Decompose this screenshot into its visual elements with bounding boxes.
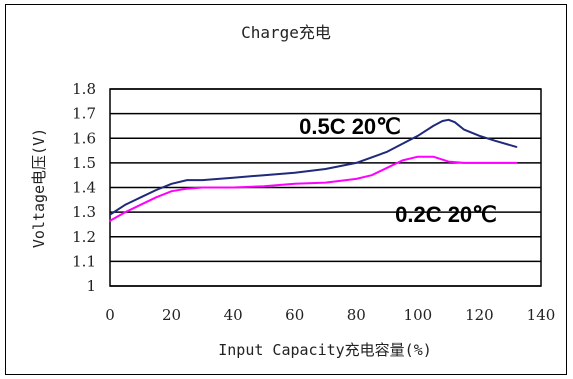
x-tick-label: 140 [527,306,556,324]
y-tick-label: 1.2 [72,228,96,246]
annotation-0-2c: 0.2C 20℃ [395,202,497,227]
x-tick-label: 100 [404,306,433,324]
y-tick-label: 1.1 [72,252,96,270]
series-line-1 [109,155,518,222]
y-tick-label: 1.4 [72,179,96,197]
x-tick-label: 80 [347,306,366,324]
x-tick-label: 120 [465,306,494,324]
chart-title: Charge充电 [241,23,331,42]
x-tick-label: 40 [224,306,243,324]
grid-lines [110,88,541,287]
annotation-0-5c: 0.5C 20℃ [299,114,401,139]
y-axis-label: Voltage电压(V) [30,128,48,248]
y-axis-ticks: 1 1.1 1.2 1.3 1.4 1.5 1.6 1.7 1.8 [72,80,96,295]
y-tick-label: 1.8 [72,80,96,98]
y-tick-label: 1.6 [72,129,96,147]
y-tick-label: 1.5 [72,154,96,172]
x-tick-label: 20 [162,306,181,324]
x-axis-ticks: 0 20 40 60 80 100 120 140 [105,306,555,324]
x-tick-label: 60 [285,306,304,324]
y-tick-label: 1.7 [72,105,96,123]
y-tick-label: 1.3 [72,203,96,221]
y-tick-label: 1 [86,277,96,295]
x-tick-label: 0 [105,306,115,324]
series-layer [109,118,518,222]
x-axis-label: Input Capacity充电容量(%) [218,341,432,359]
series-line-0 [109,118,518,216]
